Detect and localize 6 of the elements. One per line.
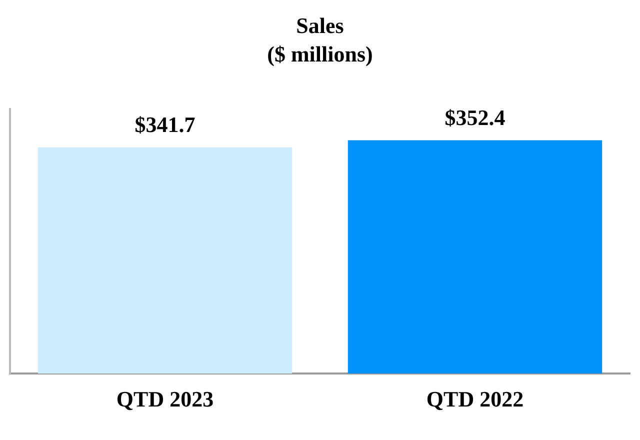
data-label: $341.7	[134, 112, 196, 138]
x-tick-label: QTD 2022	[426, 386, 524, 412]
data-label: $352.4	[444, 105, 506, 130]
x-tick-label: QTD 2023	[116, 386, 214, 412]
chart-title: Sales	[296, 12, 344, 38]
chart-subtitle: ($ millions)	[267, 41, 373, 66]
